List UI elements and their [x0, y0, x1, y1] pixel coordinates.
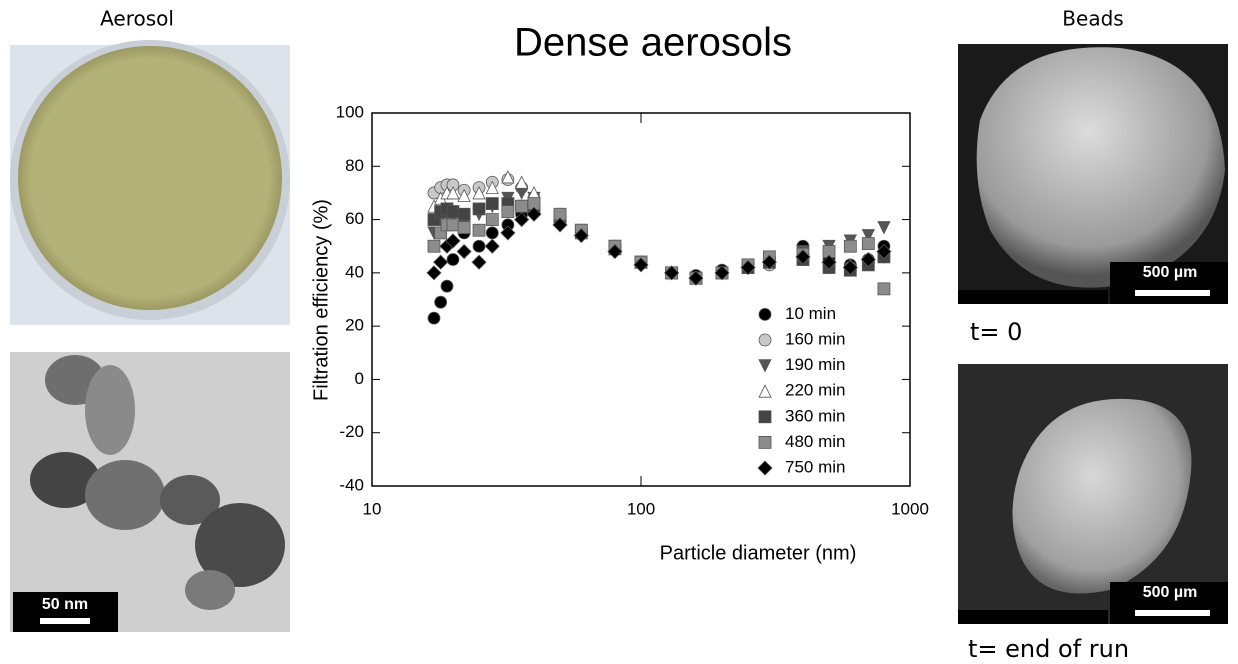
marker — [758, 410, 772, 424]
marker — [633, 257, 649, 273]
marker — [446, 218, 460, 232]
legend-label: 190 min — [785, 355, 845, 374]
marker — [758, 384, 772, 398]
plot: -40 -20 0 20 40 60 80 100 10 100 1000 10 min 160 min… — [336, 102, 929, 518]
left-label: Aerosol — [100, 7, 174, 31]
marker — [446, 205, 460, 218]
marker — [514, 212, 530, 228]
chart-title: Dense aerosols — [514, 21, 792, 65]
sem-scale-label: 500 µm — [1143, 264, 1198, 281]
marker — [500, 225, 516, 241]
y-tick-label: -40 — [339, 475, 364, 494]
marker — [573, 227, 589, 244]
legend-label: 160 min — [785, 329, 845, 348]
marker — [758, 435, 772, 449]
y-axis-label: Filtration efficiency (%) — [310, 199, 332, 401]
marker — [433, 254, 449, 270]
marker — [740, 259, 756, 276]
marker — [688, 270, 704, 286]
x-axis-label: Particle diameter (nm) — [660, 542, 857, 564]
marker — [471, 254, 487, 270]
marker — [877, 221, 891, 235]
marker — [434, 295, 448, 309]
marker — [514, 186, 529, 200]
aerosol-photo — [10, 40, 290, 325]
x-tick-label: 1000 — [891, 499, 929, 518]
marker — [876, 243, 892, 260]
tem-scale-label: 50 nm — [42, 596, 88, 613]
y-tick-label: 40 — [345, 262, 364, 281]
marker — [472, 186, 486, 200]
marker — [456, 243, 472, 260]
marker — [860, 251, 876, 268]
marker — [514, 175, 529, 189]
legend-label: 10 min — [785, 304, 836, 323]
y-tick-label: 20 — [345, 316, 364, 335]
marker — [795, 249, 811, 265]
marker — [861, 229, 875, 243]
legend-label: 480 min — [785, 432, 845, 451]
marker — [821, 254, 837, 270]
marker — [426, 265, 442, 281]
marker — [861, 237, 875, 250]
legend-label: 750 min — [785, 457, 845, 476]
marker — [445, 233, 461, 249]
marker — [758, 307, 772, 321]
marker — [427, 311, 441, 325]
marker — [501, 170, 515, 184]
marker — [440, 279, 454, 293]
y-tick-label: 60 — [345, 209, 364, 228]
marker — [515, 199, 529, 213]
marker — [761, 254, 777, 270]
marker — [607, 243, 623, 260]
marker — [843, 239, 857, 253]
marker — [526, 206, 542, 222]
marker — [472, 239, 486, 253]
marker — [427, 239, 441, 253]
marker — [446, 186, 460, 200]
marker — [485, 180, 499, 195]
y-tick-label: 80 — [345, 156, 364, 175]
marker — [757, 460, 773, 476]
marker — [485, 197, 499, 210]
marker — [842, 259, 858, 276]
marker — [457, 221, 471, 234]
marker — [758, 333, 772, 347]
marker — [446, 253, 460, 266]
marker — [758, 359, 772, 373]
x-tick-label: 10 — [363, 499, 382, 518]
sem-image-bottom: 500 µm — [958, 364, 1228, 624]
marker — [485, 213, 499, 226]
marker — [501, 205, 515, 218]
y-tick-label: 100 — [336, 102, 364, 121]
marker — [472, 223, 486, 237]
right-label: Beads — [1062, 7, 1123, 31]
top-right-caption: t= 0 — [970, 318, 1022, 346]
marker — [472, 202, 486, 216]
y-tick-label: -20 — [339, 422, 364, 441]
bottom-right-caption: t= end of run — [968, 635, 1129, 663]
marker — [457, 207, 471, 221]
sem-image-top: 500 µm — [958, 44, 1228, 304]
marker — [552, 217, 568, 233]
marker — [457, 188, 471, 202]
x-tick-label: 100 — [627, 499, 655, 518]
plot-frame — [371, 112, 911, 487]
marker — [714, 265, 730, 281]
legend-label: 220 min — [785, 381, 845, 400]
marker — [664, 265, 680, 281]
legend-label: 360 min — [785, 406, 845, 425]
tem-image: 50 nm — [10, 352, 290, 632]
sem-scale-label: 500 µm — [1143, 584, 1198, 601]
y-tick-label: 0 — [355, 369, 364, 388]
marker — [484, 238, 500, 254]
marker — [877, 282, 891, 296]
marker — [485, 226, 499, 240]
